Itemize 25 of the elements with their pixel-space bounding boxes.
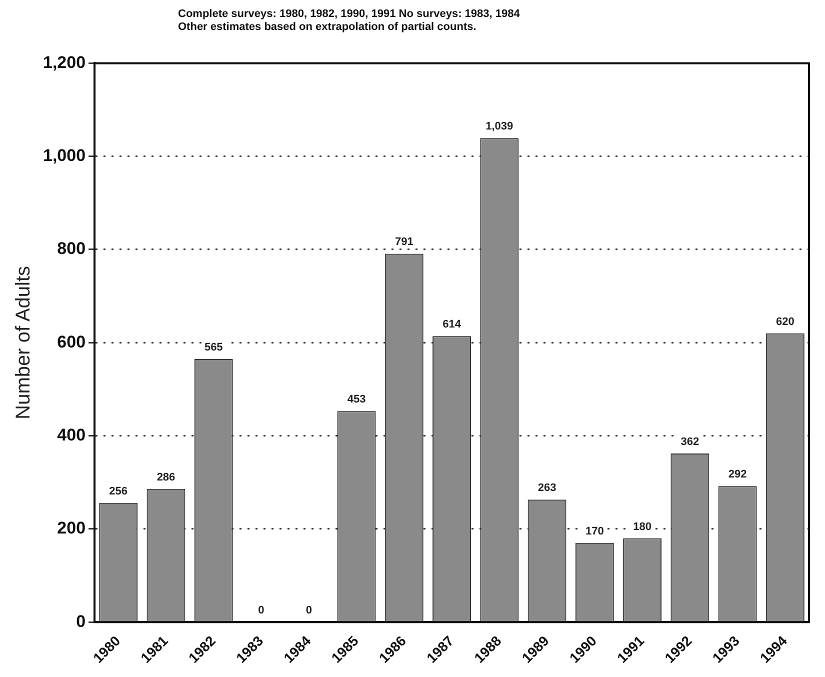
data-label: 362 [680, 436, 700, 448]
data-label: 0 [306, 604, 312, 617]
y-tick-label: 600 [57, 332, 86, 352]
y-axis-title: Number of Adults [12, 266, 35, 420]
y-tick-label: 1,000 [42, 146, 86, 166]
data-label: 565 [204, 341, 223, 354]
chart-title: Complete surveys: 1980, 1982, 1990, 1991 No surveys: 1983, 1984 [178, 8, 521, 21]
data-label: 286 [156, 471, 176, 484]
data-label: 614 [442, 318, 462, 331]
y-tick-label: 400 [57, 425, 86, 444]
data-label: 0 [258, 604, 264, 617]
data-label: 256 [109, 485, 128, 498]
data-label: 1,039 [486, 120, 514, 133]
data-label: 791 [394, 236, 414, 248]
y-tick-label: 1,200 [42, 52, 86, 72]
data-label: 170 [585, 525, 604, 538]
data-label: 292 [728, 468, 747, 481]
data-label: 620 [776, 316, 794, 328]
chart-subtitle: Other estimates based on extrapolation of partial counts. [178, 21, 478, 34]
y-tick-label: 200 [57, 518, 86, 538]
data-label: 180 [633, 520, 652, 533]
data-label: 263 [538, 482, 556, 494]
data-label: 453 [347, 394, 366, 406]
y-tick-label: 800 [57, 239, 86, 258]
y-tick-label: 0 [76, 612, 86, 631]
